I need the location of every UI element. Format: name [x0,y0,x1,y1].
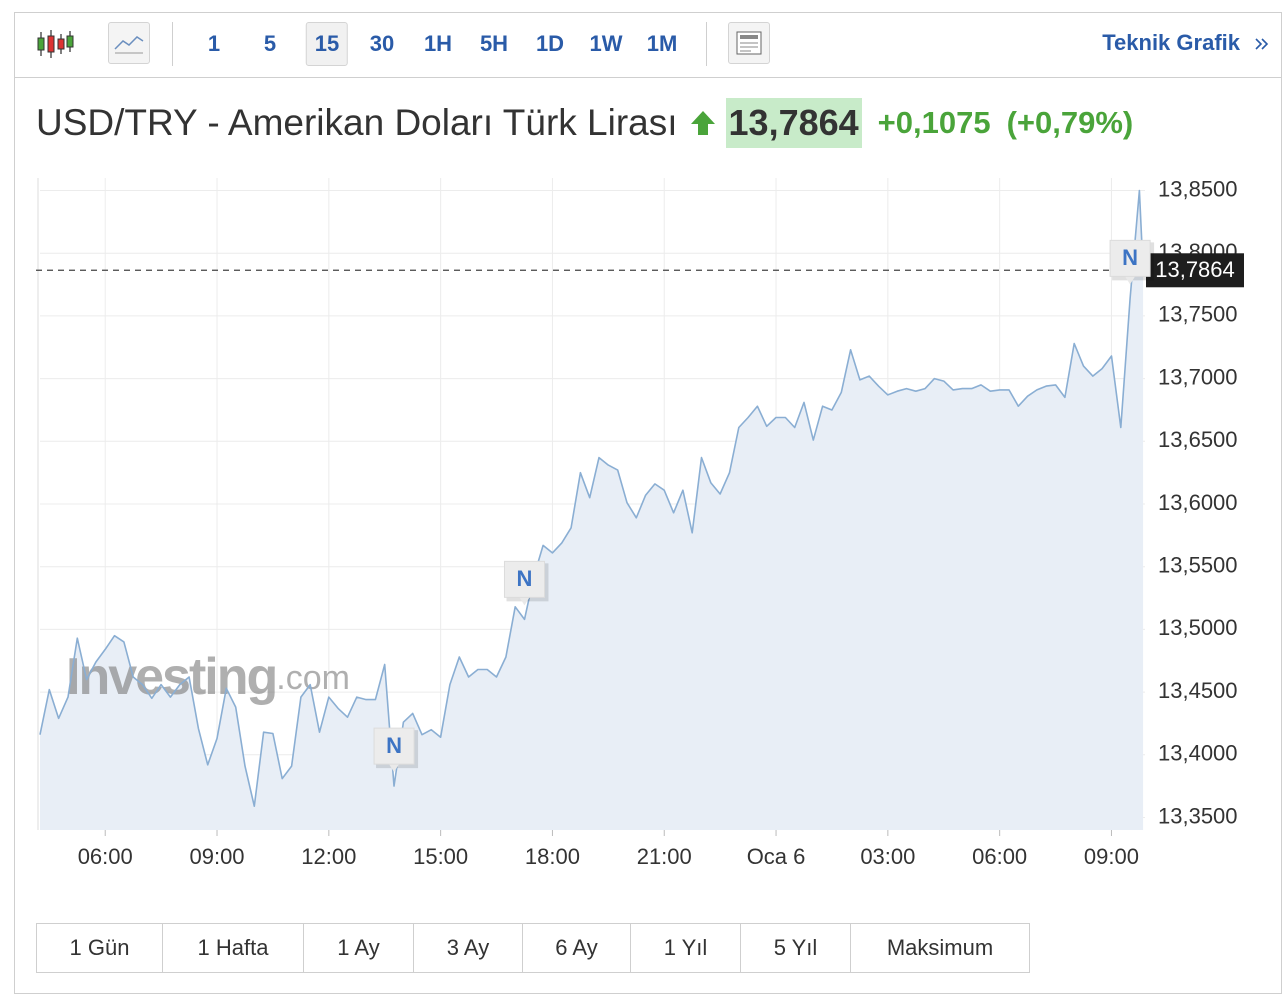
y-tick-label: 13,7000 [1158,364,1238,389]
y-tick-label: 13,3500 [1158,803,1238,828]
interval-button[interactable]: 30 [369,31,395,56]
y-tick-label: 13,8500 [1158,176,1238,201]
news-marker[interactable] [503,560,545,598]
y-tick-label: 13,5500 [1158,553,1238,578]
x-tick-label: 15:00 [413,844,468,869]
news-marker-label: N [386,733,402,758]
y-tick-label: 13,4500 [1158,678,1238,703]
range-button[interactable]: 3 Ay [414,924,523,972]
news-marker[interactable] [1109,239,1151,277]
x-tick-label: 18:00 [525,844,580,869]
news-marker-label: N [1122,245,1138,270]
news-icon [736,31,762,55]
chart: Investing.com 13,350013,400013,450013,50… [36,176,1244,869]
x-tick-label: 06:00 [78,844,133,869]
area-icon [114,36,144,54]
range-button[interactable]: 1 Ay [304,924,414,972]
area-chart-button[interactable] [108,22,150,64]
range-button[interactable]: 1 Hafta [163,924,304,972]
news-marker-pointer [519,597,530,606]
separator [706,22,707,66]
interval-button[interactable]: 1W [589,31,623,56]
toolbar: 1 5 15 30 1H 5H 1D 1W 1M Teknik Grafik [14,12,1282,78]
candlestick-icon[interactable] [36,28,74,60]
x-tick-label: 09:00 [1084,844,1139,869]
news-marker[interactable] [373,727,415,765]
interval-button[interactable]: 5H [479,31,509,56]
price-line [39,189,1144,807]
technical-chart-link[interactable]: Teknik Grafik [1102,30,1240,55]
x-tick-label: 03:00 [860,844,915,869]
up-arrow [690,111,715,135]
last-price: 13,7864 [725,98,862,148]
news-button[interactable] [728,22,770,64]
news-marker-label: N [517,566,533,591]
y-tick-label: 13,6000 [1158,490,1238,515]
range-button[interactable]: 5 Yıl [741,924,851,972]
x-tick-label: Oca 6 [747,844,806,869]
range-button[interactable]: 1 Yıl [631,924,741,972]
interval-button[interactable]: 1 [207,31,221,56]
x-tick-label: 06:00 [972,844,1027,869]
news-marker-pointer [1125,276,1136,285]
y-tick-label: 13,4000 [1158,741,1238,766]
y-tick-label: 13,5000 [1158,615,1238,640]
separator [172,22,173,66]
y-tick-label: 13,6500 [1158,427,1238,452]
price-change: +0,1075 [877,105,991,140]
widget-frame [14,12,1282,994]
quote-header: USD/TRY - Amerikan Doları Türk Lirası 13… [36,96,1133,150]
percent-change: (+0,79%) [1006,105,1134,140]
news-marker-pointer [389,764,400,773]
interval-button[interactable]: 1M [646,31,678,56]
current-price-badge [1146,253,1244,288]
interval-button[interactable]: 15 [305,22,349,66]
interval-button[interactable]: 1H [423,31,453,56]
interval-button[interactable]: 5 [263,31,277,56]
watermark-suffix: .com [276,659,350,697]
range-button[interactable]: Maksimum [886,935,994,960]
x-tick-label: 09:00 [189,844,244,869]
range-selector: 1 Gün 1 Hafta 1 Ay 3 Ay 6 Ay 1 Yıl 5 Yıl Maksim… [36,923,1030,973]
area-fill [40,190,1144,830]
x-tick-label: 21:00 [637,844,692,869]
x-tick-label: 12:00 [301,844,356,869]
interval-button[interactable]: 1D [535,31,565,56]
instrument-title: USD/TRY - Amerikan Doları Türk Lirası [36,102,678,143]
chevron-icon [1255,38,1269,50]
current-price-label: 13,7864 [1155,257,1235,282]
range-button[interactable]: 6 Ay [523,924,631,972]
range-button[interactable]: 1 Gün [37,924,163,972]
y-tick-label: 13,7500 [1158,302,1238,327]
